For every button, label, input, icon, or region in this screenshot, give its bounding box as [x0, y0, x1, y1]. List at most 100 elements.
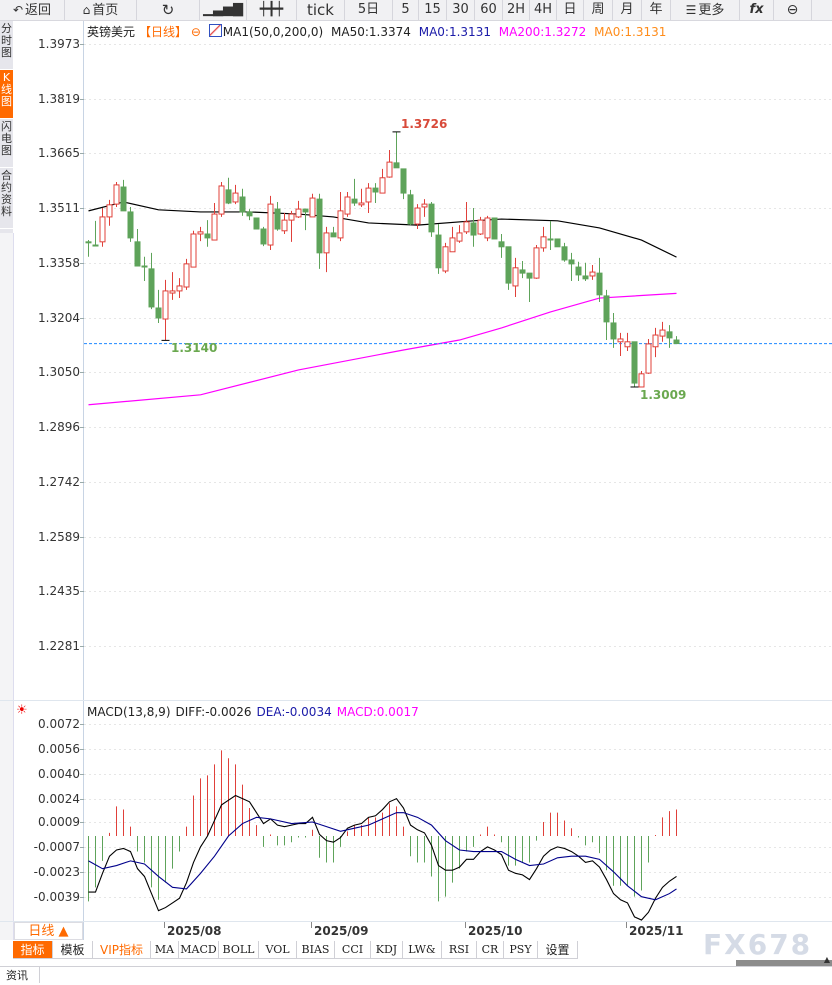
candle-down: [505, 246, 512, 284]
indicator-tab[interactable]: 设置: [538, 941, 578, 959]
macd-legend: MACD(13,8,9) DIFF:-0.0026 DEA:-0.0034 MACD:…: [87, 705, 424, 719]
macd-settings-icon[interactable]: ☀: [16, 703, 28, 718]
period-30-button[interactable]: 30: [447, 0, 475, 20]
macd-tick-label: 0.0009: [38, 814, 80, 829]
indicator-tab[interactable]: VIP指标: [93, 941, 151, 959]
price-tick-label: 1.3204: [38, 310, 80, 325]
tab-timeshare[interactable]: 分时图: [0, 21, 13, 70]
indicator-tab[interactable]: 模板: [53, 941, 93, 959]
five-day-button[interactable]: 5日: [345, 0, 393, 20]
period-month-button[interactable]: 月: [613, 0, 642, 20]
indicator-tab[interactable]: KDJ: [371, 941, 403, 959]
horizontal-scrollbar[interactable]: ▲: [736, 955, 832, 966]
period-60-button[interactable]: 60: [475, 0, 503, 20]
high-annotation: 1.3726: [401, 117, 448, 131]
indicator-icon[interactable]: [208, 24, 222, 37]
candle-down: [260, 228, 267, 245]
indicator-tab[interactable]: MACD: [179, 941, 219, 959]
candle-down: [435, 234, 442, 269]
date-tick-label: 2025/08: [167, 924, 222, 938]
tab-contract-info[interactable]: 合约资料: [0, 168, 13, 229]
fx678-watermark: FX678: [703, 928, 813, 961]
macd-tick-label: -0.0039: [33, 889, 80, 904]
period-15-button[interactable]: 15: [419, 0, 447, 20]
period-week-button[interactable]: 周: [584, 0, 613, 20]
period-5-button[interactable]: 5: [393, 0, 419, 20]
candle-up: [652, 334, 659, 348]
scroll-up-icon[interactable]: ▲: [823, 955, 830, 964]
home-label: 首页: [92, 3, 119, 18]
tab-flash[interactable]: 闪电图: [0, 119, 13, 168]
indicator-tab[interactable]: PSY: [504, 941, 538, 959]
candle-up: [659, 329, 666, 337]
indicator-tab[interactable]: CR: [477, 941, 504, 959]
period-selector[interactable]: 日线 ▲: [14, 922, 83, 940]
indicator-tab[interactable]: 指标: [13, 941, 53, 959]
candle-up: [337, 210, 344, 239]
candle-up: [589, 271, 596, 277]
price-tick-label: 1.3973: [38, 37, 80, 51]
candle-down: [127, 211, 134, 239]
candle-down: [351, 198, 358, 204]
macd-tick-label: 0.0040: [38, 766, 80, 781]
candle-up: [477, 219, 484, 235]
zoom-out-button[interactable]: ⊖: [774, 0, 812, 20]
period-year-button[interactable]: 年: [642, 0, 671, 20]
back-button[interactable]: ↶ 返回: [0, 0, 65, 20]
candle-up: [379, 177, 386, 194]
period-2h-button[interactable]: 2H: [503, 0, 530, 20]
collapse-icon[interactable]: ⊖: [190, 25, 201, 39]
price-tick-label: 1.3511: [38, 201, 80, 216]
candle-down: [400, 168, 407, 194]
candle-up: [386, 161, 393, 178]
candle-up: [638, 373, 645, 388]
macd-tick-label: -0.0007: [33, 839, 80, 854]
indicator-tab[interactable]: RSI: [442, 941, 477, 959]
more-button[interactable]: ☰ 更多: [671, 0, 740, 20]
period-4h-button[interactable]: 4H: [530, 0, 557, 20]
ma-config: MA1(50,0,200,0): [222, 25, 324, 39]
back-arrow-icon: ↶: [12, 3, 24, 17]
candle-down: [554, 238, 561, 248]
candle-down: [120, 186, 127, 212]
candle-down: [582, 275, 589, 280]
date-tick-label: 2025/11: [629, 924, 684, 938]
bar-chart-button[interactable]: ▁▃▅▇: [200, 0, 247, 20]
candle-down: [568, 259, 575, 265]
price-tick-label: 1.3665: [38, 146, 80, 161]
candle-down: [610, 322, 617, 340]
candle-down: [428, 203, 435, 233]
indicator-tab[interactable]: VOL: [259, 941, 297, 959]
candle-down: [666, 331, 673, 339]
period-day-button[interactable]: 日: [557, 0, 584, 20]
refresh-button[interactable]: ↻: [137, 0, 200, 20]
candle-down: [253, 217, 260, 230]
candle-down: [316, 198, 323, 254]
indicator-tab[interactable]: BOLL: [219, 941, 259, 959]
home-button[interactable]: ⌂ 首页: [65, 0, 137, 20]
candle-down: [141, 265, 148, 268]
indicator-tab[interactable]: LW&: [403, 941, 442, 959]
tick-button[interactable]: tick: [297, 0, 345, 20]
price-tick-label: 1.2281: [38, 639, 80, 654]
candle-down: [302, 208, 309, 213]
candlestick-button[interactable]: ┿╋┿: [247, 0, 297, 20]
date-tick-label: 2025/10: [468, 924, 523, 938]
indicator-tab[interactable]: BIAS: [297, 941, 335, 959]
candle-up: [540, 236, 547, 249]
candle-down: [407, 194, 414, 225]
candle-up: [484, 217, 491, 239]
candle-up: [624, 341, 631, 348]
function-button[interactable]: fx: [740, 0, 774, 20]
candle-up: [365, 187, 372, 203]
price-tick-label: 1.2589: [38, 529, 80, 544]
indicator-tab[interactable]: CCI: [335, 941, 371, 959]
price-tick-label: 1.3819: [38, 91, 80, 106]
candle-up: [309, 197, 316, 218]
tab-kline[interactable]: K线图: [0, 70, 13, 119]
news-tab[interactable]: 资讯: [0, 967, 40, 983]
ma200-line: [88, 292, 677, 406]
candle-up: [113, 184, 120, 205]
indicator-tab[interactable]: MA: [151, 941, 179, 959]
